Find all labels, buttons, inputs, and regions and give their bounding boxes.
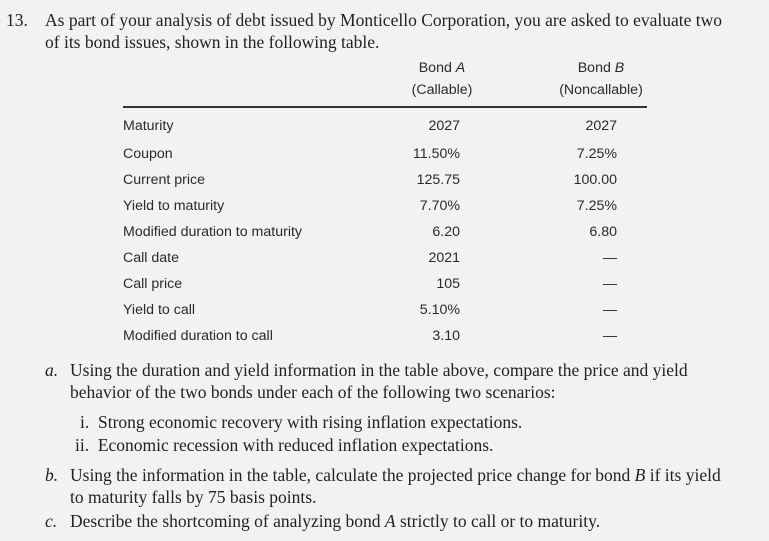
bond-a-value: 125.75 (416, 172, 460, 188)
part-b-line-2: to maturity falls by 75 basis points. (70, 487, 317, 507)
bond-b-value: — (602, 276, 617, 292)
question-number: 13. (6, 10, 28, 30)
row-label: Yield to call (123, 302, 196, 318)
row-label: Call price (123, 276, 183, 292)
part-c-letter: c. (45, 511, 58, 531)
bond-b-value: 7.25% (576, 198, 617, 214)
part-b-line-1: Using the information in the table, calc… (70, 465, 721, 485)
row-label: Maturity (123, 118, 174, 134)
table-row: Maturity 2027 2027 (123, 118, 647, 140)
table-row: Call price 105 — (123, 276, 647, 298)
bond-b-value: 7.25% (576, 146, 617, 162)
col-header-bond-b: Bond B (Noncallable) (559, 60, 643, 98)
scenario-i: i. Strong economic recovery with rising … (80, 412, 523, 432)
scenario-ii: ii. Economic recession with reduced infl… (75, 435, 494, 455)
table-row: Modified duration to maturity 6.20 6.80 (123, 224, 647, 246)
header-rule (123, 106, 647, 108)
intro-line-2: of its bond issues, shown in the followi… (45, 32, 380, 52)
part-b-letter: b. (45, 465, 59, 485)
bond-a-value: 2021 (428, 250, 460, 266)
bond-a-value: 11.50% (412, 146, 460, 162)
row-label: Modified duration to maturity (123, 224, 303, 240)
table-row: Modified duration to call 3.10 — (123, 328, 647, 350)
col-header-bond-a: Bond A (Callable) (411, 60, 473, 98)
row-label: Yield to maturity (123, 198, 225, 214)
table-row: Current price 125.75 100.00 (123, 172, 647, 194)
row-label: Current price (123, 172, 206, 188)
table-row: Coupon 11.50% 7.25% (123, 146, 647, 168)
row-label: Call date (123, 250, 179, 266)
part-a-letter: a. (45, 360, 59, 380)
bond-a-value: 3.10 (432, 328, 460, 344)
bond-a-value: 105 (436, 276, 460, 292)
bond-b-value: 6.80 (589, 224, 617, 240)
bond-b-value: 2027 (585, 118, 617, 134)
intro-line-1: As part of your analysis of debt issued … (45, 10, 722, 30)
part-a-line-1: Using the duration and yield information… (70, 360, 688, 380)
bond-a-value: 7.70% (419, 198, 460, 214)
table-row: Call date 2021 — (123, 250, 647, 272)
table-row: Yield to maturity 7.70% 7.25% (123, 198, 647, 220)
row-label: Modified duration to call (123, 328, 273, 344)
bond-b-value: — (602, 302, 617, 318)
part-a-line-2: behavior of the two bonds under each of … (70, 382, 556, 402)
row-label: Coupon (123, 146, 173, 162)
bond-b-value: — (602, 328, 617, 344)
bond-a-value: 5.10% (419, 302, 460, 318)
bond-a-value: 6.20 (432, 224, 460, 240)
table-row: Yield to call 5.10% — (123, 302, 647, 324)
bond-a-value: 2027 (428, 118, 460, 134)
part-c-text: Describe the shortcoming of analyzing bo… (70, 511, 601, 531)
bond-b-value: — (602, 250, 617, 266)
bond-b-value: 100.00 (573, 172, 617, 188)
